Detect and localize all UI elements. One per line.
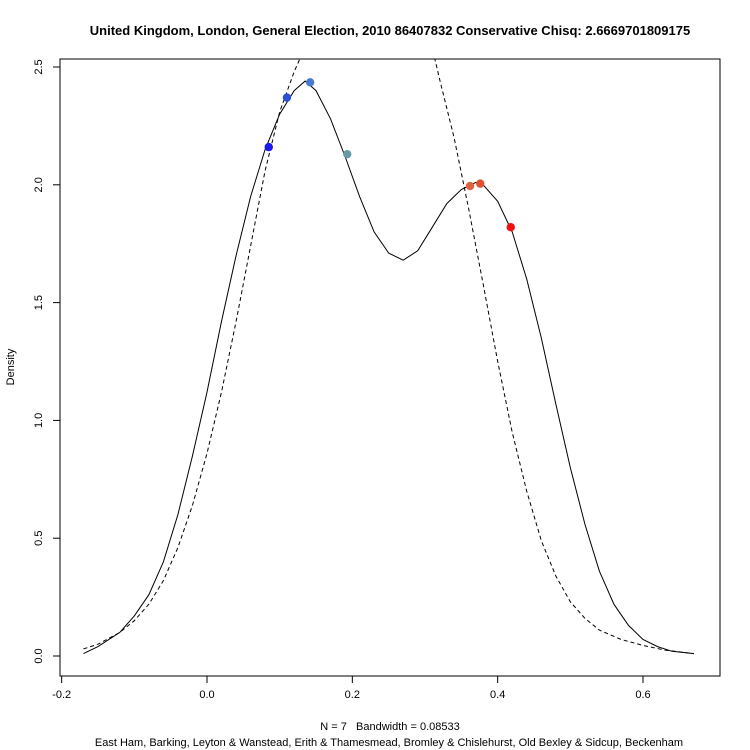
density-curve-line [83,80,694,655]
data-point-4 [343,149,352,159]
data-point-2 [282,93,292,102]
data-point-6 [476,179,485,188]
x-axis-label: N = 7 Bandwidth = 0.08533 [320,721,459,733]
y-tick-label-4: 2.0 [33,177,45,192]
x-tick-label-3: 0.4 [490,689,505,701]
points-layer [264,78,515,232]
districts-sublabel: East Ham, Barking, Leyton & Wanstead, Er… [95,737,683,749]
y-axis: 0.0 0.5 1.0 1.5 2.0 2.5 [33,59,61,664]
x-tick-label-1: 0.0 [199,689,214,701]
plot-frame [59,58,721,677]
y-tick-label-5: 2.5 [33,59,45,74]
x-tick-label-0: -0.2 [52,689,71,701]
data-point-1 [264,142,273,152]
data-point-7 [506,223,515,232]
y-tick-label-1: 0.5 [33,531,45,546]
x-tick-label-4: 0.6 [635,689,650,701]
data-point-5 [465,181,475,191]
x-axis: -0.2 0.0 0.2 0.4 0.6 [52,675,651,701]
y-tick-label-3: 1.5 [33,295,45,310]
y-tick-label-2: 1.0 [33,413,45,428]
chart-title: United Kingdom, London, General Election… [90,23,690,38]
normal-curve-line [83,59,694,655]
x-tick-label-2: 0.2 [345,689,360,701]
curves-layer [83,59,694,655]
y-axis-label: Density [5,348,17,385]
data-point-3 [305,78,315,87]
y-tick-label-0: 0.0 [33,648,45,663]
